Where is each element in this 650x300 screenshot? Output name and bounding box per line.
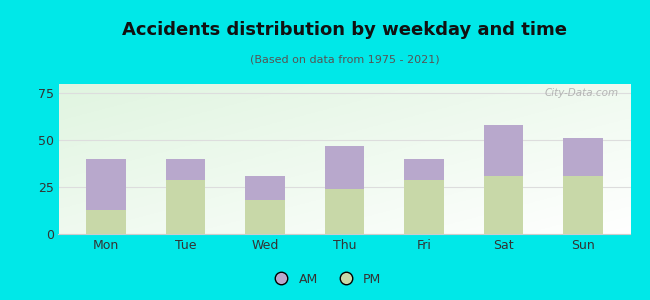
Bar bbox=[404, 180, 444, 234]
Text: (Based on data from 1975 - 2021): (Based on data from 1975 - 2021) bbox=[250, 54, 439, 64]
Legend: AM, PM: AM, PM bbox=[264, 268, 386, 291]
Bar bbox=[245, 200, 285, 234]
Bar bbox=[166, 159, 205, 180]
Bar bbox=[324, 189, 365, 234]
Text: City-Data.com: City-Data.com bbox=[545, 88, 619, 98]
Bar bbox=[86, 210, 126, 234]
Bar bbox=[404, 159, 444, 180]
Bar bbox=[245, 176, 285, 200]
Bar bbox=[166, 180, 205, 234]
Text: Accidents distribution by weekday and time: Accidents distribution by weekday and ti… bbox=[122, 21, 567, 39]
Bar bbox=[563, 138, 603, 176]
Bar bbox=[324, 146, 365, 189]
Bar bbox=[484, 125, 523, 176]
Bar bbox=[563, 176, 603, 234]
Bar bbox=[86, 159, 126, 210]
Bar bbox=[484, 176, 523, 234]
